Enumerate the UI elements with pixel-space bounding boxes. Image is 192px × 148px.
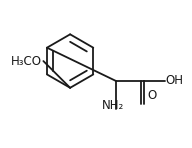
Text: H₃CO: H₃CO bbox=[11, 55, 42, 68]
Text: O: O bbox=[147, 89, 157, 102]
Text: NH₂: NH₂ bbox=[102, 99, 124, 112]
Text: OH: OH bbox=[166, 74, 184, 87]
